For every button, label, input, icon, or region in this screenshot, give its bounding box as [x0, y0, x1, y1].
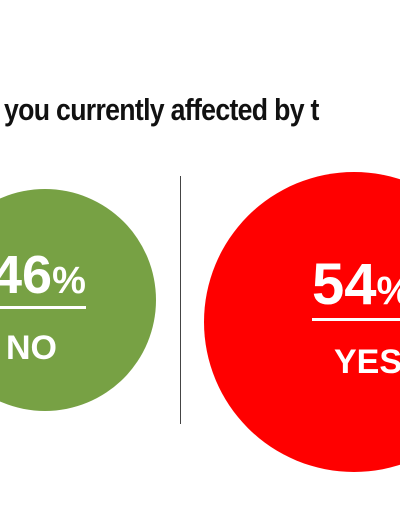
label-block-no: 46% NO — [0, 248, 86, 368]
percent-yes: 54% — [312, 256, 400, 321]
percent-no-value: 46 — [0, 245, 53, 305]
divider-line — [180, 176, 181, 424]
category-no-label: NO — [6, 329, 57, 367]
percent-yes-value: 54 — [312, 252, 377, 317]
chart-title: you currently affected by t — [4, 92, 319, 127]
percent-no-sign: % — [52, 260, 86, 302]
percent-no: 46% — [0, 248, 86, 309]
label-block-yes: 54% YES — [312, 256, 400, 382]
category-yes-label: YES — [334, 343, 400, 381]
percent-yes-sign: % — [377, 269, 400, 313]
